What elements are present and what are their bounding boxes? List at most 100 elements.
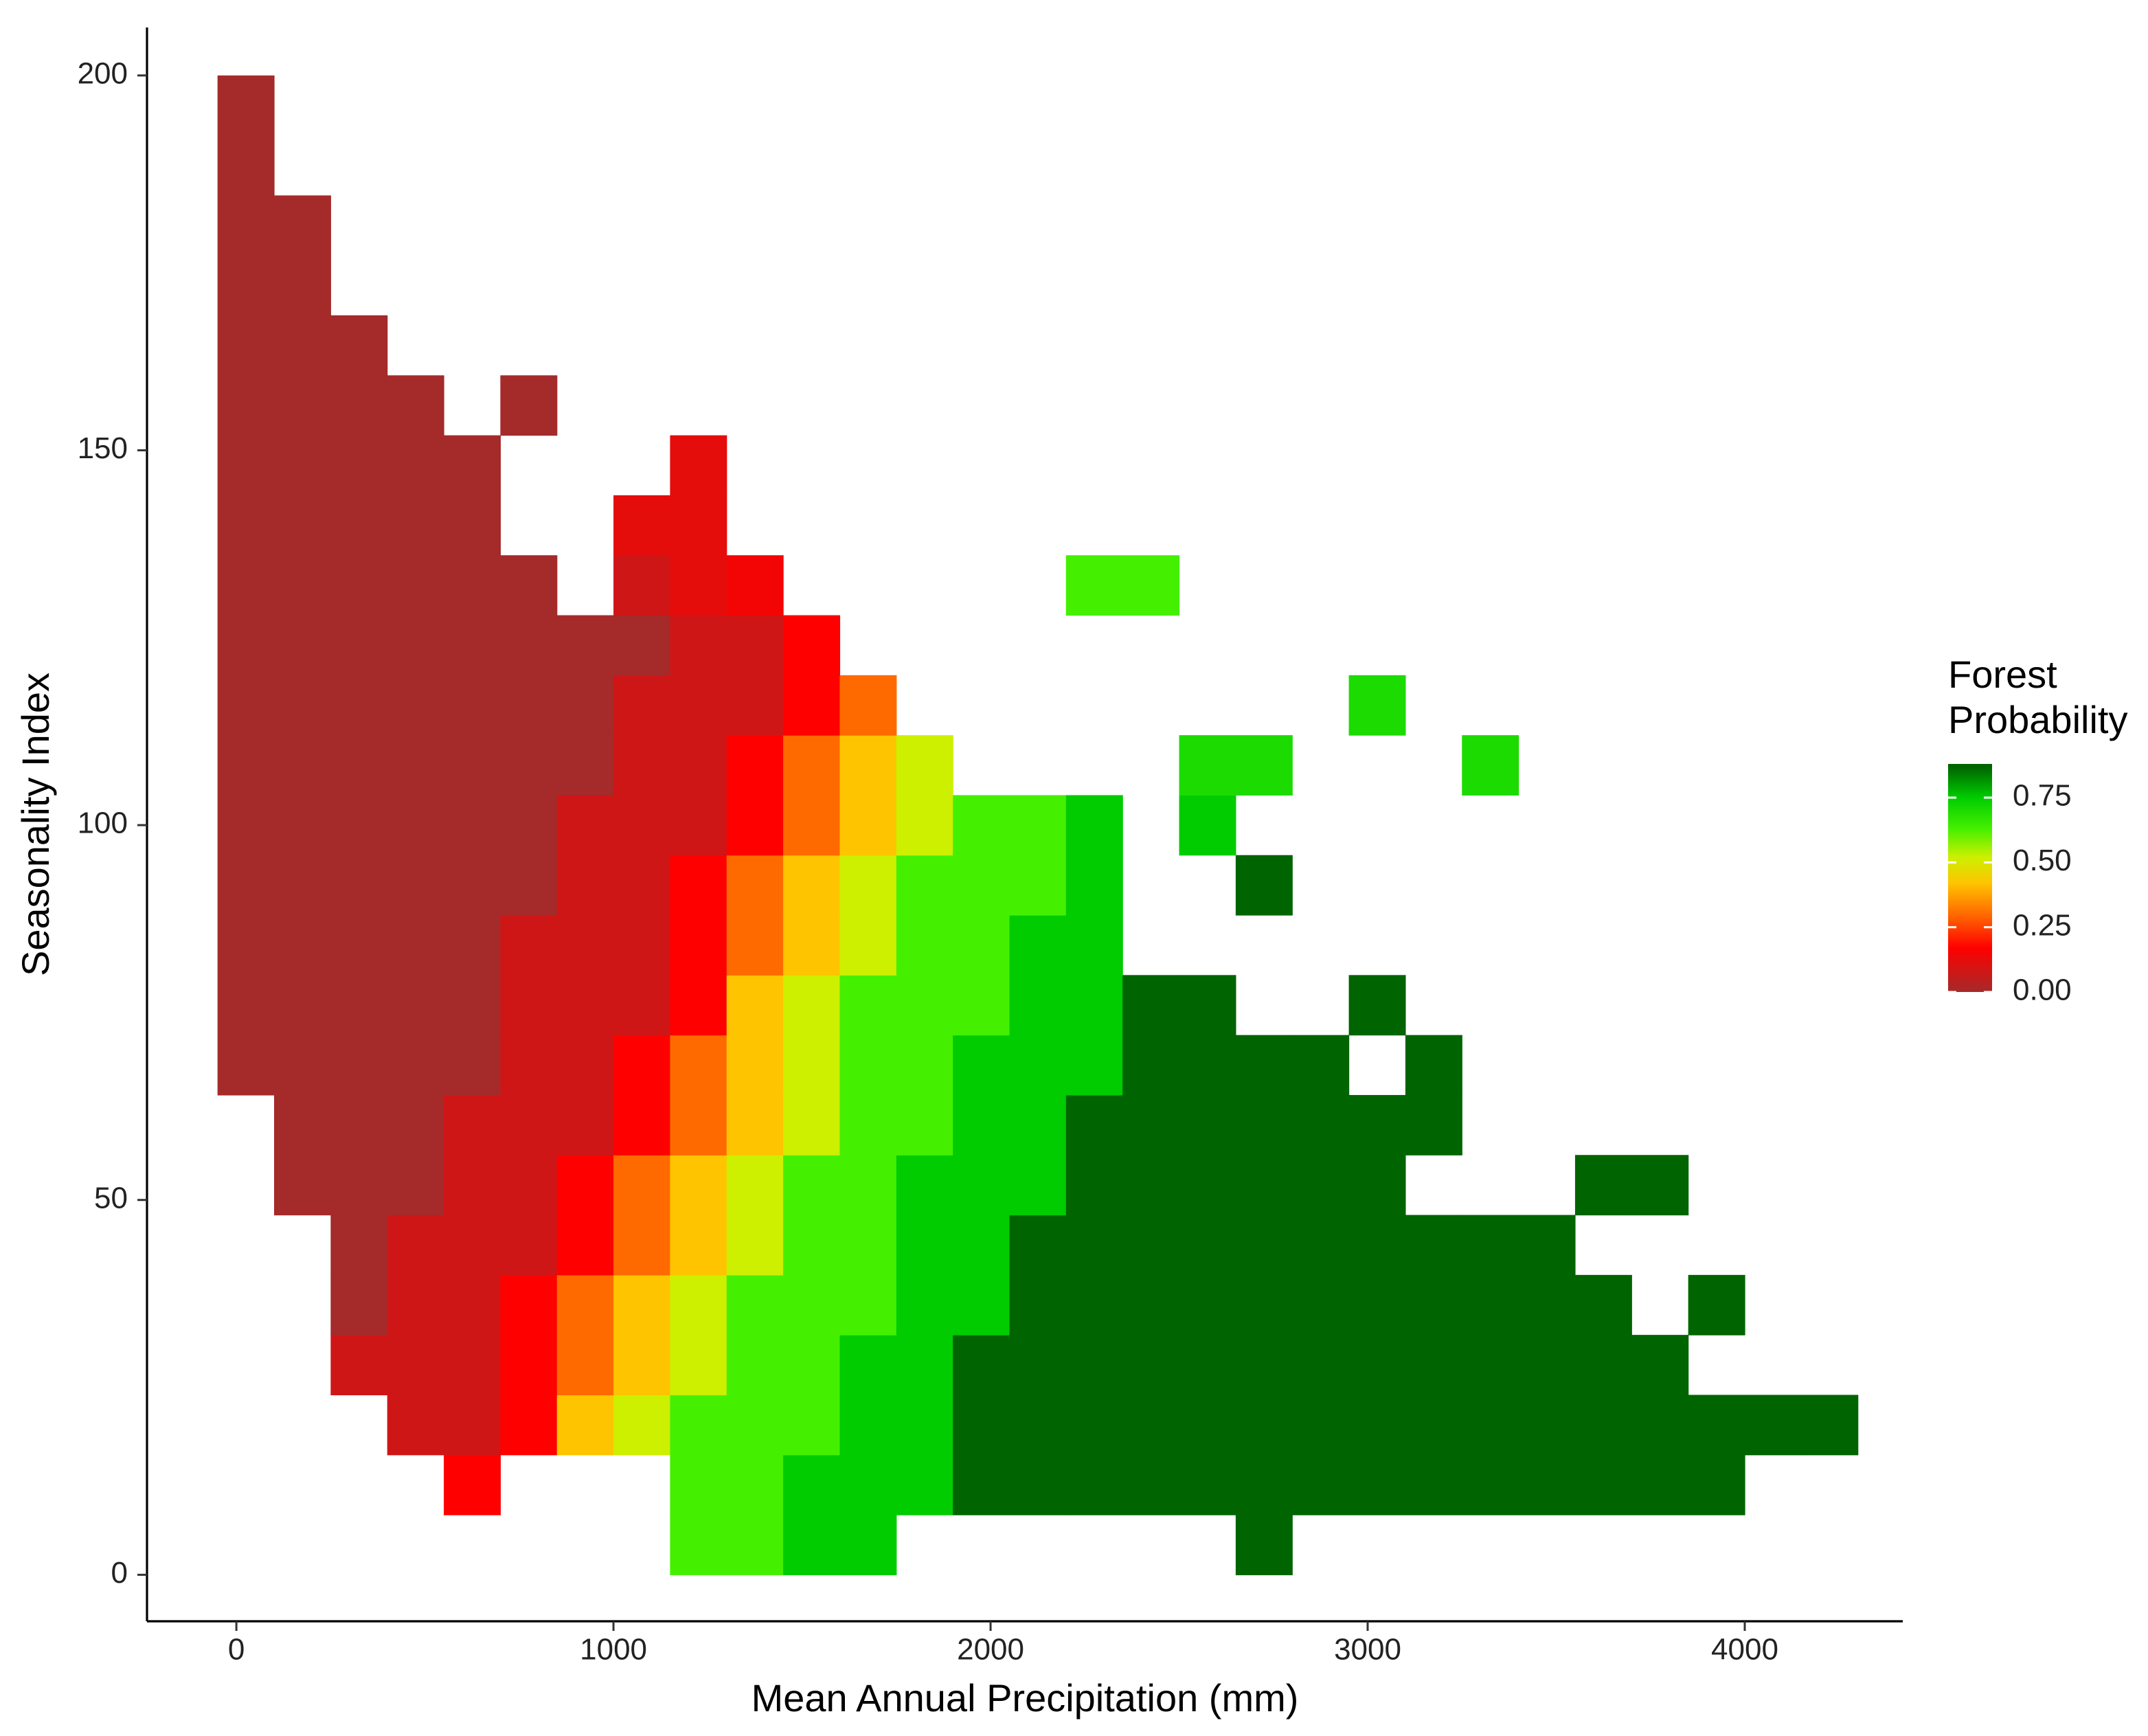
heatmap-cell [670,1215,727,1276]
heatmap-cell [953,975,1010,1036]
heatmap-cell [613,795,671,856]
colorbar [1948,764,1992,992]
heatmap-cell [896,1335,953,1396]
heatmap-cell [500,1215,558,1276]
y-tick-label: 200 [78,56,128,90]
heatmap-cell [1292,1274,1350,1335]
heatmap-cell [274,915,331,976]
heatmap-cell [500,1274,558,1335]
heatmap-cell [274,735,331,796]
heatmap-cell [500,735,558,796]
heatmap-cell [1009,1395,1067,1456]
heatmap-cell [217,675,275,736]
heatmap-cell [500,1335,558,1396]
heatmap-cell [556,1035,614,1096]
heatmap-cell [1801,1395,1859,1456]
heatmap-cell [1348,1454,1406,1515]
heatmap-cell [1065,1035,1123,1096]
heatmap-cell [613,1274,671,1335]
heatmap-cell [387,1155,444,1216]
heatmap-cell [1292,1155,1350,1216]
heatmap-cell [274,1035,331,1096]
heatmap-cell [1235,855,1293,916]
heatmap-cell [444,615,501,676]
heatmap-cell [1179,1094,1236,1156]
heatmap-cell [839,1335,897,1396]
legend-tick-label: 0.50 [2013,844,2072,877]
heatmap-cell [613,1335,671,1396]
heatmap-cell [783,915,841,976]
heatmap-cell [726,615,784,676]
heatmap-cell [1065,975,1123,1036]
heatmap-cell [1009,1274,1067,1335]
heatmap-cell [444,735,501,796]
heatmap-cell [1292,1335,1350,1396]
heatmap-cell [330,855,388,916]
heatmap-cell [500,855,558,916]
heatmap-cell [783,1035,841,1096]
heatmap-cell [726,1395,784,1456]
heatmap-cell [839,1035,897,1096]
heatmap-cell [217,795,275,856]
heatmap-cell [217,495,275,556]
heatmap-cell [1631,1155,1689,1216]
heatmap-cell [217,915,275,976]
heatmap-cell [726,795,784,856]
heatmap-cell [330,375,388,436]
heatmap-cell [330,795,388,856]
heatmap-cell [1009,1215,1067,1276]
heatmap-cell [896,915,953,976]
heatmap-cell [217,615,275,676]
heatmap-cell [670,1035,727,1096]
heatmap-cell [613,555,671,616]
heatmap-cell [387,975,444,1036]
heatmap-cell [953,1035,1010,1096]
heatmap-cell [1348,1335,1406,1396]
heatmap-cell [330,975,388,1036]
heatmap-cell [670,1155,727,1216]
heatmap-cell [387,495,444,556]
heatmap-cell [783,1515,841,1575]
heatmap-cell [1631,1395,1689,1456]
heatmap-cell [726,1335,784,1396]
heatmap-cell [1292,1454,1350,1515]
heatmap-cell [953,1395,1010,1456]
y-axis-title: Seasonality Index [14,673,57,976]
heatmap-cell [387,855,444,916]
heatmap-cell [556,675,614,736]
heatmap-cell [1009,1035,1067,1096]
heatmap-cell [613,855,671,916]
heatmap-cell [330,1335,388,1396]
y-tick-label: 0 [111,1556,128,1590]
x-tick-label: 4000 [1711,1633,1778,1667]
heatmap-cell [1009,1155,1067,1216]
heatmap-cell [1122,1454,1180,1515]
heatmap-cell [1065,1274,1123,1335]
heatmap-cell [1518,1274,1576,1335]
heatmap-cell [217,975,275,1036]
heatmap-cell [613,495,671,556]
heatmap-cell [274,255,331,316]
heatmap-cell [387,1335,444,1396]
heatmap-cell [1179,1335,1236,1396]
x-axis-title: Mean Annual Precipitation (mm) [751,1676,1299,1720]
heatmap-cell [896,1274,953,1335]
heatmap-cell [1122,1215,1180,1276]
heatmap-cell [1462,1274,1519,1335]
heatmap-cell [444,1395,501,1456]
heatmap-cell [1574,1155,1632,1216]
heatmap-cell [1462,1454,1519,1515]
heatmap-cell [1122,1274,1180,1335]
heatmap-cell [1688,1454,1745,1515]
heatmap-cell [839,1215,897,1276]
heatmap-cell [1122,1335,1180,1396]
heatmap-cell [1179,975,1236,1036]
heatmap-cell [556,1395,614,1456]
y-tick-label: 100 [78,807,128,840]
heatmap-cell [1179,1215,1236,1276]
heatmap-cell [1292,1395,1350,1456]
heatmap-cell [896,1094,953,1156]
heatmap-cell [444,1454,501,1515]
heatmap-cell [726,735,784,796]
